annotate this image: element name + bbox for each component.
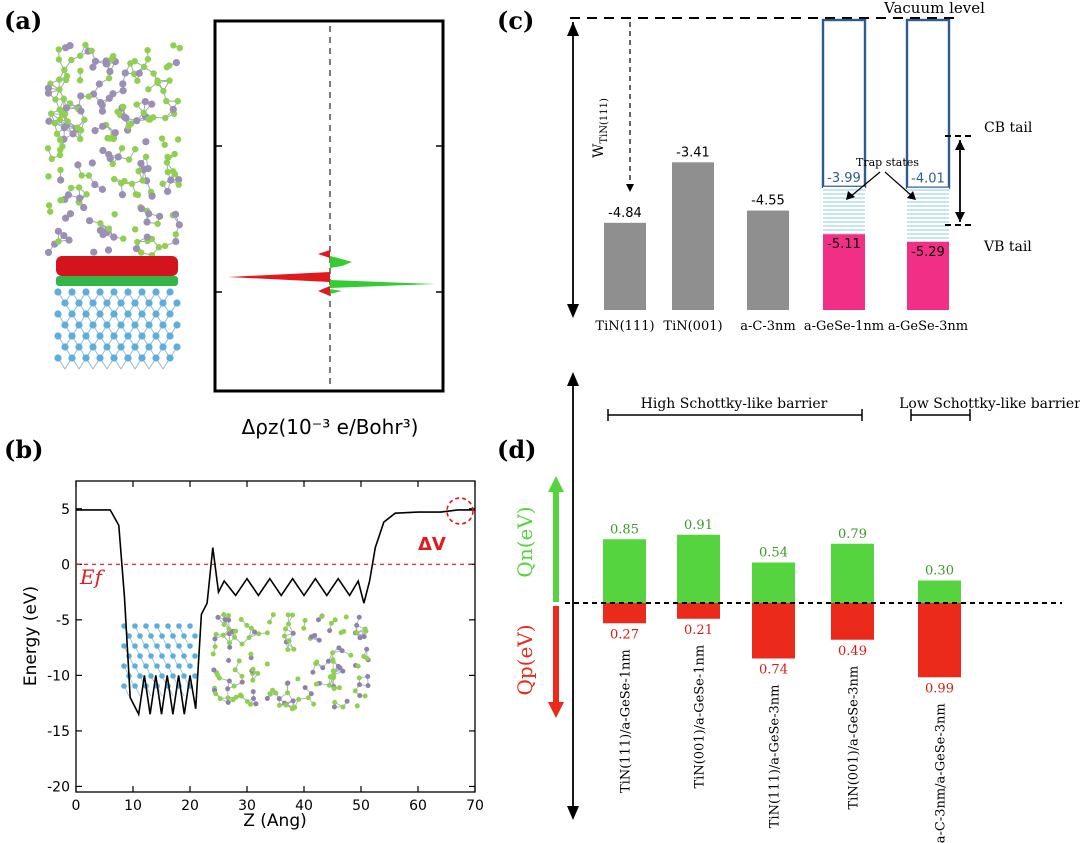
qn-bar bbox=[677, 534, 720, 603]
x-tick-label: 10 bbox=[124, 798, 142, 814]
charge-plot-frame bbox=[213, 19, 445, 393]
qp-bar bbox=[677, 603, 720, 619]
band-alignment-chart: Vacuum level WTiN(111) -4.84 -3.41 -4.55 -3… bbox=[567, 0, 1033, 334]
barrier-category-label: a-C-3nm/a-GeSe-3nm bbox=[934, 703, 949, 843]
vacuum-level-label: Vacuum level bbox=[883, 0, 985, 17]
x-tick-label: 20 bbox=[181, 798, 199, 814]
work-function-value: -4.84 bbox=[608, 206, 642, 221]
panel-d-label: (d) bbox=[497, 435, 537, 464]
cb-value: -3.99 bbox=[827, 171, 861, 186]
qn-bar bbox=[831, 543, 874, 603]
qn-bar bbox=[752, 562, 795, 603]
panel-a-label: (a) bbox=[4, 6, 42, 35]
qp-value: 0.21 bbox=[684, 623, 713, 638]
delta-v-label: ΔV bbox=[418, 534, 446, 555]
qp-value: 0.74 bbox=[759, 663, 788, 678]
vb-value: -5.29 bbox=[911, 245, 945, 260]
potential-line bbox=[76, 509, 475, 717]
qp-label: Qp(eV) bbox=[513, 624, 537, 695]
work-function-value: -4.55 bbox=[751, 194, 785, 209]
positive-peak-small-2 bbox=[330, 289, 342, 294]
potential-ylabel: Energy (eV) bbox=[21, 586, 41, 686]
positive-peak-small bbox=[330, 256, 352, 268]
band-category-label: TiN(111) bbox=[595, 319, 654, 334]
delta-v-circle bbox=[446, 497, 474, 525]
fermi-label: Ef bbox=[79, 565, 106, 589]
negative-peak bbox=[228, 272, 330, 282]
x-tick-label: 0 bbox=[72, 798, 81, 814]
qp-bar bbox=[603, 603, 646, 624]
barrier-category-label: TiN(001)/a-GeSe-3nm bbox=[847, 666, 862, 810]
band-category-label: a-GeSe-1nm bbox=[804, 319, 884, 334]
work-function-label: WTiN(111) bbox=[591, 98, 610, 158]
charge-accumulation-layer bbox=[56, 276, 178, 286]
qp-bar bbox=[831, 603, 874, 640]
y-tick-label: 5 bbox=[61, 502, 70, 518]
qn-value: 0.30 bbox=[925, 564, 954, 579]
trap-state-region bbox=[823, 186, 865, 235]
positive-peak bbox=[330, 280, 435, 288]
charge-depletion-layer bbox=[56, 256, 178, 276]
barrier-category-label: TiN(111)/a-GeSe-1nm bbox=[619, 649, 634, 793]
y-tick-label: -20 bbox=[47, 779, 70, 795]
qn-value: 0.91 bbox=[684, 518, 713, 533]
x-tick-label: 60 bbox=[409, 798, 427, 814]
panel-c-label: (c) bbox=[497, 6, 534, 35]
vb-value: -5.11 bbox=[827, 237, 861, 252]
panel-b-label: (b) bbox=[4, 435, 44, 464]
x-tick-label: 30 bbox=[238, 798, 256, 814]
qn-bar bbox=[603, 539, 646, 603]
x-tick-label: 40 bbox=[295, 798, 313, 814]
qn-value: 0.85 bbox=[610, 522, 639, 537]
x-tick-label: 70 bbox=[466, 798, 484, 814]
negative-peak-small-2 bbox=[318, 286, 330, 296]
atomic-structure-image bbox=[44, 41, 184, 370]
qn-bar bbox=[918, 580, 961, 603]
work-function-bar bbox=[747, 210, 789, 310]
trap-states-label: Trap states bbox=[856, 156, 919, 169]
qp-bar bbox=[918, 603, 961, 678]
qn-value: 0.79 bbox=[838, 527, 867, 542]
y-tick-label: -5 bbox=[56, 613, 70, 629]
valence-band bbox=[823, 234, 865, 310]
cb-value: -4.01 bbox=[911, 172, 945, 187]
vb-tail-label: VB tail bbox=[983, 239, 1032, 255]
barrier-chart: High Schottky-like barrier Low Schottky-… bbox=[513, 372, 1080, 843]
band-category-label: a-GeSe-3nm bbox=[888, 319, 968, 334]
valence-band bbox=[907, 241, 949, 310]
negative-peak-small bbox=[318, 250, 330, 258]
charge-plot-xlabel: Δρz(10⁻³ e/Bohr³) bbox=[242, 415, 419, 439]
work-function-bar bbox=[672, 162, 714, 310]
qn-value: 0.54 bbox=[759, 546, 788, 561]
conduction-band bbox=[821, 18, 867, 189]
qn-label: Qn(eV) bbox=[513, 506, 537, 577]
y-tick-label: 0 bbox=[61, 557, 70, 573]
y-tick-label: -15 bbox=[47, 724, 70, 740]
qp-value: 0.49 bbox=[838, 644, 867, 659]
work-function-value: -3.41 bbox=[676, 145, 710, 160]
cb-tail-label: CB tail bbox=[984, 120, 1033, 136]
low-barrier-label: Low Schottky-like barrier bbox=[899, 396, 1080, 412]
y-tick-label: -10 bbox=[47, 668, 70, 684]
conduction-band bbox=[905, 18, 951, 189]
barrier-category-label: TiN(001)/a-GeSe-1nm bbox=[693, 645, 708, 789]
barrier-category-label: TiN(111)/a-GeSe-3nm bbox=[768, 685, 783, 829]
qp-value: 0.27 bbox=[610, 627, 639, 642]
work-function-bar bbox=[604, 222, 646, 310]
band-category-label: a-C-3nm bbox=[740, 319, 795, 334]
qp-value: 0.99 bbox=[925, 681, 954, 696]
potential-xlabel: Z (Ang) bbox=[243, 811, 307, 831]
x-tick-label: 50 bbox=[352, 798, 370, 814]
high-barrier-label: High Schottky-like barrier bbox=[641, 396, 828, 412]
potential-plot-frame bbox=[75, 480, 476, 793]
band-category-label: TiN(001) bbox=[663, 319, 722, 334]
qp-bar bbox=[752, 603, 795, 659]
